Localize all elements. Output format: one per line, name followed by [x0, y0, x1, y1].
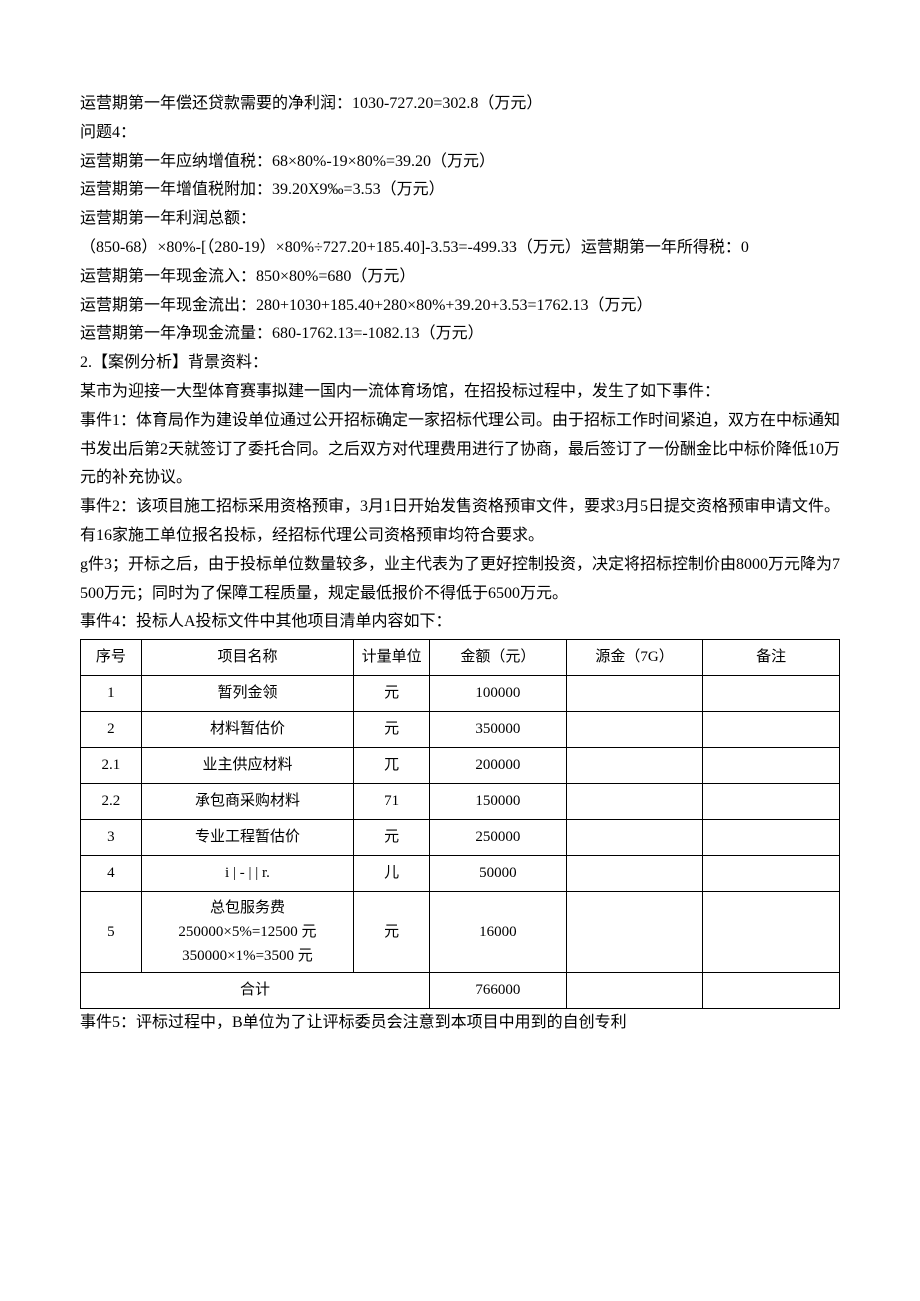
- cell-name: 专业工程暂估价: [141, 820, 354, 856]
- total-amount: 766000: [430, 973, 567, 1009]
- cell-unit: 元: [354, 820, 430, 856]
- paragraph: 运营期第一年增值税附加：39.20X9‰=3.53（万元）: [80, 176, 840, 205]
- paragraph: 运营期第一年应纳增值税：68×80%-19×80%=39.20（万元）: [80, 148, 840, 177]
- table-row: 2.1 业主供应材料 兀 200000: [81, 748, 840, 784]
- cell-amount: 150000: [430, 784, 567, 820]
- table-row: 2.2 承包商采购材料 71 150000: [81, 784, 840, 820]
- cell-name: 暂列金领: [141, 676, 354, 712]
- cell-seq: 5: [81, 892, 142, 973]
- cell-unit: 元: [354, 676, 430, 712]
- table-row: 4 i | - | | r. 儿 50000: [81, 856, 840, 892]
- cell-seq: 2.1: [81, 748, 142, 784]
- paragraph: 运营期第一年利润总额：: [80, 205, 840, 234]
- table-header-row: 序号 项目名称 计量单位 金额（元） 源金（7G） 备注: [81, 640, 840, 676]
- cell-remark: [703, 712, 840, 748]
- cell-seq: 2: [81, 712, 142, 748]
- cell-amount: 350000: [430, 712, 567, 748]
- paragraph: 运营期第一年偿还贷款需要的净利润：1030-727.20=302.8（万元）: [80, 90, 840, 119]
- header-name: 项目名称: [141, 640, 354, 676]
- cell-name: 总包服务费 250000×5%=12500 元 350000×1%=3500 元: [141, 892, 354, 973]
- cell-amount: 200000: [430, 748, 567, 784]
- cell-remark: [703, 676, 840, 712]
- items-table: 序号 项目名称 计量单位 金额（元） 源金（7G） 备注 1 暂列金领 元 10…: [80, 639, 840, 1009]
- total-remark: [703, 973, 840, 1009]
- cell-source: [566, 676, 703, 712]
- cell-unit: 兀: [354, 748, 430, 784]
- header-remark: 备注: [703, 640, 840, 676]
- cell-name: 材料暂估价: [141, 712, 354, 748]
- paragraph: g件3；开标之后，由于投标单位数量较多，业主代表为了更好控制投资，决定将招标控制…: [80, 551, 840, 609]
- cell-seq: 1: [81, 676, 142, 712]
- paragraph: 问题4：: [80, 119, 840, 148]
- cell-remark: [703, 784, 840, 820]
- cell-amount: 250000: [430, 820, 567, 856]
- cell-name: i | - | | r.: [141, 856, 354, 892]
- header-seq: 序号: [81, 640, 142, 676]
- paragraph: （850-68）×80%-[（280-19）×80%÷727.20+185.40…: [80, 234, 840, 263]
- paragraph: 事件2：该项目施工招标采用资格预审，3月1日开始发售资格预审文件，要求3月5日提…: [80, 493, 840, 551]
- cell-source: [566, 856, 703, 892]
- header-source: 源金（7G）: [566, 640, 703, 676]
- paragraph: 2.【案例分析】背景资料：: [80, 349, 840, 378]
- paragraph: 运营期第一年现金流入：850×80%=680（万元）: [80, 263, 840, 292]
- cell-amount: 50000: [430, 856, 567, 892]
- cell-name: 承包商采购材料: [141, 784, 354, 820]
- table-row: 2 材料暂估价 元 350000: [81, 712, 840, 748]
- cell-remark: [703, 892, 840, 973]
- cell-seq: 3: [81, 820, 142, 856]
- cell-name-line: 总包服务费: [148, 896, 348, 920]
- cell-unit: 元: [354, 712, 430, 748]
- total-source: [566, 973, 703, 1009]
- cell-seq: 2.2: [81, 784, 142, 820]
- cell-source: [566, 784, 703, 820]
- cell-remark: [703, 856, 840, 892]
- header-amount: 金额（元）: [430, 640, 567, 676]
- cell-remark: [703, 820, 840, 856]
- cell-remark: [703, 748, 840, 784]
- table-row: 3 专业工程暂估价 元 250000: [81, 820, 840, 856]
- cell-name: 业主供应材料: [141, 748, 354, 784]
- paragraph: 事件4：投标人A投标文件中其他项目清单内容如下：: [80, 608, 840, 637]
- paragraph: 事件1：体育局作为建设单位通过公开招标确定一家招标代理公司。由于招标工作时间紧迫…: [80, 407, 840, 493]
- paragraph: 事件5：评标过程中，B单位为了让评标委员会注意到本项目中用到的自创专利: [80, 1009, 840, 1038]
- cell-name-line: 350000×1%=3500 元: [148, 944, 348, 968]
- cell-unit: 元: [354, 892, 430, 973]
- paragraph: 运营期第一年净现金流量：680-1762.13=-1082.13（万元）: [80, 320, 840, 349]
- cell-source: [566, 892, 703, 973]
- cell-unit: 71: [354, 784, 430, 820]
- table-row: 1 暂列金领 元 100000: [81, 676, 840, 712]
- cell-unit: 儿: [354, 856, 430, 892]
- cell-source: [566, 820, 703, 856]
- table-total-row: 合计 766000: [81, 973, 840, 1009]
- paragraph: 某市为迎接一大型体育赛事拟建一国内一流体育场馆，在招投标过程中，发生了如下事件：: [80, 378, 840, 407]
- cell-source: [566, 748, 703, 784]
- cell-amount: 100000: [430, 676, 567, 712]
- total-label: 合计: [81, 973, 430, 1009]
- document-content: 运营期第一年偿还贷款需要的净利润：1030-727.20=302.8（万元） 问…: [80, 90, 840, 1038]
- cell-amount: 16000: [430, 892, 567, 973]
- cell-seq: 4: [81, 856, 142, 892]
- table-row: 5 总包服务费 250000×5%=12500 元 350000×1%=3500…: [81, 892, 840, 973]
- cell-name-line: 250000×5%=12500 元: [148, 920, 348, 944]
- header-unit: 计量单位: [354, 640, 430, 676]
- paragraph: 运营期第一年现金流出：280+1030+185.40+280×80%+39.20…: [80, 292, 840, 321]
- cell-source: [566, 712, 703, 748]
